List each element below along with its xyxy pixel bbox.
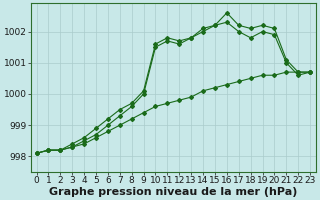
X-axis label: Graphe pression niveau de la mer (hPa): Graphe pression niveau de la mer (hPa) xyxy=(49,187,298,197)
